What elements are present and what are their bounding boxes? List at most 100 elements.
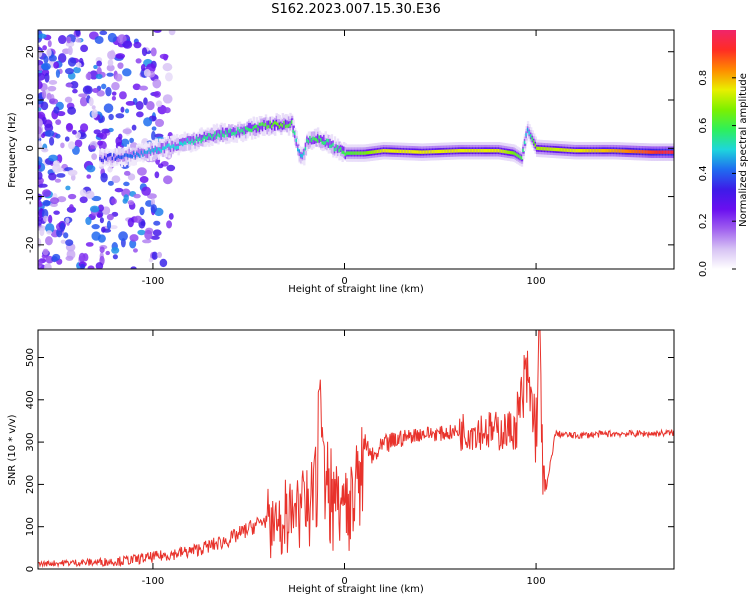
spectrogram-noise-blob [143, 117, 153, 127]
spectrogram-ridge-cell [635, 149, 639, 154]
spectrogram-noise-blob [107, 180, 114, 186]
spectrogram-ridge-cell [254, 124, 257, 136]
spectrogram-ridge-cell [666, 150, 669, 154]
spectrogram-ridge-cell [376, 149, 380, 154]
spectrogram-noise-blob [65, 217, 70, 224]
snr-ylabel: SNR (10 * v/v) [7, 414, 18, 485]
spectrogram-noise-blob [55, 119, 62, 125]
spectrogram-ridge-cell [454, 149, 458, 153]
spectrogram-ridge-cell [494, 149, 498, 153]
spectrogram-noise-blob [87, 265, 95, 269]
spectrogram-noise-blob [121, 188, 131, 198]
spectrogram-ridge-cell [628, 149, 631, 153]
spectrogram-ridge-cell [467, 149, 470, 153]
spectrogram-ridge-cell [407, 149, 410, 154]
spectrogram-noise-blob [48, 54, 57, 62]
spectrogram-ridge-cell [278, 125, 282, 129]
spectrogram-noise-blob [107, 59, 114, 67]
spectrogram-noise-blob [44, 129, 55, 137]
spectrogram-ridge-cell [185, 139, 188, 151]
spectrogram-ridge-cell [569, 148, 573, 153]
spectrogram-ridge-cell [151, 148, 154, 152]
spectrogram-noise-blob [42, 248, 49, 256]
spectrogram-ridge-cell [284, 119, 288, 127]
spectrogram-ridge-cell [536, 146, 539, 150]
spectrogram-ridge-cell [229, 130, 232, 138]
spectrogram-ridge-cell [329, 144, 332, 149]
spectrogram-noise-blob [79, 189, 87, 197]
spectrogram-noise-blob [153, 220, 161, 226]
spectrogram-noise-blob [47, 40, 52, 48]
spectrogram-ridge-cell [290, 120, 294, 124]
spectrogram-ridge-cell [598, 149, 602, 153]
spectrogram-ridge-cell [608, 149, 611, 153]
spectrogram-ridge-cell [411, 150, 415, 154]
spectrogram-noise-blob [74, 139, 83, 148]
spectrogram-ridge-cell [350, 151, 354, 155]
spectrogram-ridge-cell [163, 146, 167, 150]
spectrogram-ridge-cell [485, 149, 488, 153]
spectrogram-ridge-cell [235, 130, 239, 135]
spectrogram-ridge-cell [163, 146, 167, 154]
spectrogram-noise-blob [41, 90, 47, 99]
spectrogram-ridge-cell [292, 125, 295, 133]
spectrogram-ridge-cell [384, 149, 387, 153]
spectrogram-ridge-cell [292, 129, 295, 134]
spectrogram-noise-blob [85, 242, 94, 247]
spectrogram-noise-blob [53, 106, 60, 114]
spectrogram-ridge-cell [502, 149, 505, 154]
spectrogram-ridge-cell [318, 135, 321, 139]
spectrogram-noise-blob [106, 213, 114, 221]
spectrogram-ridge-cell [332, 142, 335, 155]
spectrogram-noise-blob [43, 263, 52, 269]
spectrogram-noise-blob [153, 30, 162, 33]
spectrogram-noise-blob [150, 235, 160, 240]
spectrogram-ridge-cell [128, 154, 131, 158]
spectrogram-noise-blob [130, 266, 137, 269]
spectrogram-noise-blob [79, 96, 88, 107]
spectrogram-noise-blob [122, 128, 132, 135]
spectrogram-ridge-cell [224, 130, 228, 134]
spectrogram-ridge-cell [148, 148, 151, 152]
spectrogram-ridge-cell [323, 134, 326, 142]
spectrogram-ridge-cell [525, 133, 528, 137]
spectrogram-ridge-cell [482, 149, 485, 153]
spectrogram-ridge-cell [644, 150, 648, 154]
spectrogram-ridge-cell [162, 145, 165, 158]
spectrogram-ridge-cell [274, 120, 277, 125]
spectrogram-ridge-cell [125, 153, 128, 157]
spectrogram-ridge-cell [306, 138, 309, 143]
spectrogram-ridge-cell [649, 150, 652, 154]
spectrogram-cells [38, 30, 674, 269]
spectrogram-ridge-cell [405, 149, 409, 154]
spectrogram-noise-blob [96, 60, 102, 67]
spectrogram-noise-blob [47, 214, 53, 224]
snr-series-line [38, 330, 674, 569]
spectrogram-ridge-cell [114, 148, 118, 160]
spectrogram-noise-blob [38, 126, 42, 135]
colorbar-tick-label: 0.6 [698, 118, 709, 134]
spectrogram-ridge-cell [453, 149, 456, 153]
spectrogram-noise-blob [144, 229, 153, 240]
spectrogram-ridge-cell [274, 124, 277, 131]
spectrogram-ridge-cell [234, 132, 237, 136]
spectrogram-ridge-cell [171, 144, 174, 149]
spectrogram-ridge-cell [379, 149, 383, 153]
spectrogram-noise-blob [53, 210, 60, 215]
spectrogram-ridge-cell [548, 147, 551, 151]
spectrogram-noise-blob [85, 216, 92, 226]
spectrogram-ridge-cell [188, 135, 191, 143]
spectrogram-ridge-cell [346, 151, 349, 155]
spectrogram-ridge-cell [241, 128, 245, 132]
spectrogram-ridge-cell [588, 149, 591, 153]
spectrogram-ridge-cell [594, 149, 597, 153]
spectrogram-ridge-cell [316, 139, 320, 143]
spectrogram-ridge-cell [218, 134, 222, 138]
colorbar-tick-label: 0.8 [698, 70, 709, 86]
spectrogram-noise-blob [66, 123, 73, 131]
spectrogram-noise-blob [133, 41, 142, 49]
spectrogram-ridge-cell [499, 149, 502, 153]
spectrogram-ridge-cell [631, 149, 634, 154]
spectrogram-ridge-cell [169, 145, 173, 149]
spectrogram-ridge-cell [120, 155, 124, 159]
